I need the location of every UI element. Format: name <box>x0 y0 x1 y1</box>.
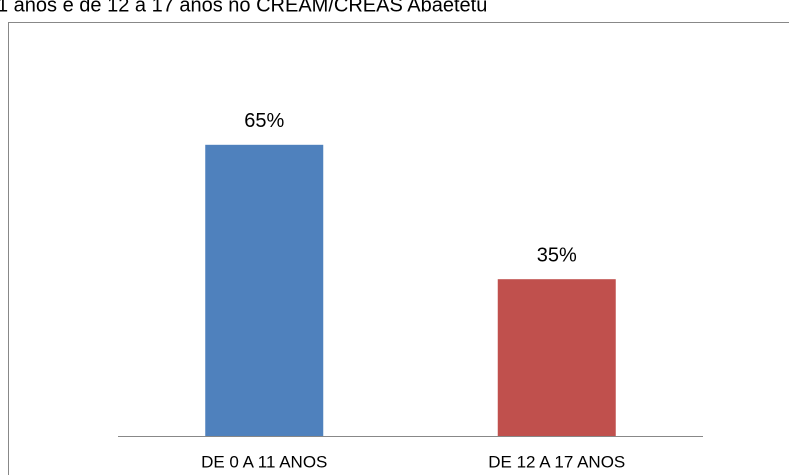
value-label: 35% <box>537 244 577 266</box>
bar <box>497 279 616 436</box>
value-label: 65% <box>244 110 284 132</box>
chart-title: 1 anos e de 12 a 17 anos no CREAM/CREAS … <box>0 0 487 16</box>
x-tick-label: DE 12 A 17 ANOS <box>488 452 625 471</box>
chart-border <box>8 22 789 475</box>
bar <box>205 144 324 437</box>
x-tick-label: DE 0 A 11 ANOS <box>201 452 327 471</box>
